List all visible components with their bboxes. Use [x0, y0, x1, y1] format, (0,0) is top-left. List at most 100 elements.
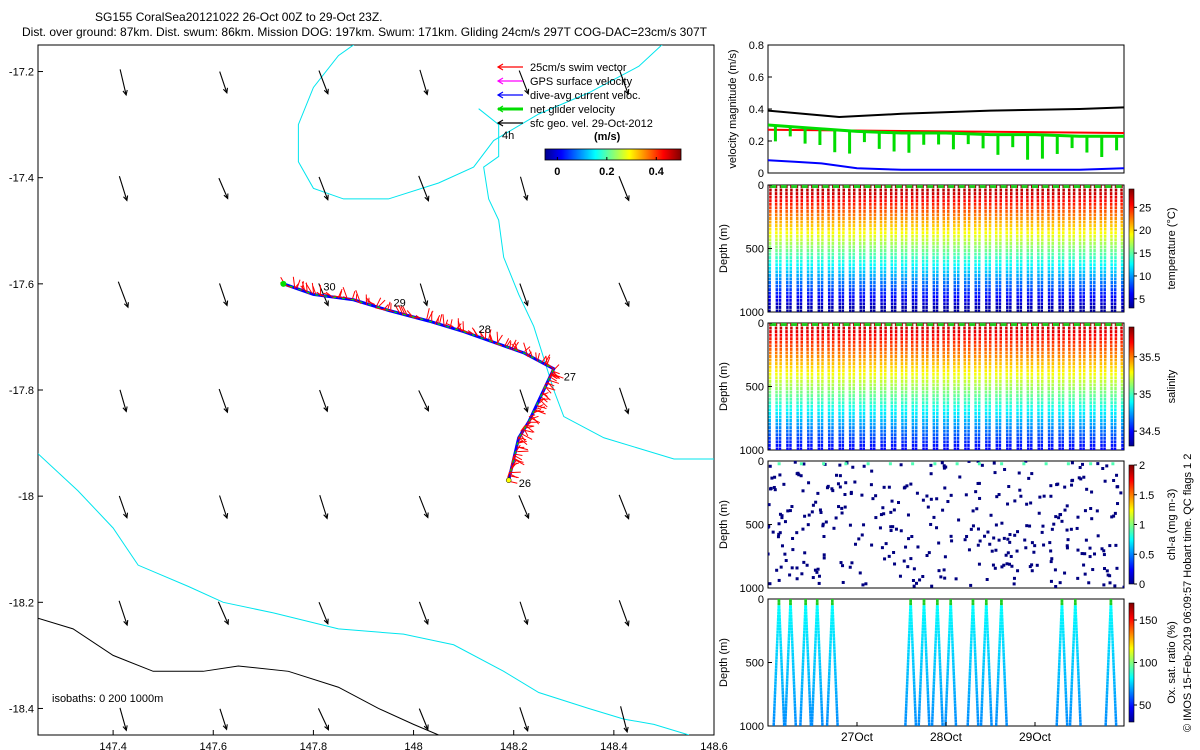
section-point — [1051, 362, 1055, 366]
section-point — [883, 419, 887, 423]
section-point — [821, 369, 824, 373]
section-point — [848, 252, 852, 256]
section-point — [848, 429, 852, 433]
section-point — [1068, 202, 1071, 206]
section-point — [1114, 252, 1117, 256]
section-point — [953, 362, 956, 366]
section-point — [911, 415, 915, 419]
section-point — [1058, 401, 1061, 405]
section-point — [946, 390, 950, 394]
section-surface-point — [885, 185, 892, 188]
section-point — [905, 365, 908, 369]
section-point — [779, 369, 782, 373]
section-point — [1121, 298, 1124, 302]
section-point — [821, 333, 825, 337]
section-point — [1072, 249, 1075, 253]
section-point — [789, 309, 792, 312]
section-point — [977, 270, 981, 274]
section-point — [1114, 234, 1117, 238]
section-point — [842, 231, 845, 235]
section-point — [1057, 192, 1060, 196]
section-point — [1009, 209, 1013, 213]
section-point — [1019, 273, 1023, 277]
section-point — [806, 192, 809, 196]
section-point — [967, 415, 970, 419]
section-point — [1016, 295, 1019, 299]
section-point — [967, 302, 970, 306]
section-point — [1040, 252, 1044, 256]
section-surface-point — [1084, 185, 1091, 188]
swim-vector-arrow — [517, 450, 529, 453]
section-point — [1040, 291, 1044, 295]
section-point — [900, 376, 904, 380]
section-point — [952, 209, 956, 213]
section-point — [1093, 241, 1096, 245]
section-point — [1026, 263, 1030, 267]
section-point — [1036, 245, 1040, 249]
section-point — [973, 217, 977, 221]
section-point — [769, 206, 772, 210]
section-point — [796, 231, 799, 235]
section-point — [785, 340, 788, 344]
section-point — [1037, 436, 1040, 440]
section-point — [842, 234, 845, 238]
section-point — [1030, 383, 1034, 387]
section-point — [994, 358, 998, 362]
section-point — [838, 284, 841, 288]
section-point — [1110, 213, 1113, 217]
section-point — [910, 340, 914, 344]
section-point — [974, 234, 977, 238]
section-point — [1047, 288, 1051, 292]
section-point — [942, 365, 946, 369]
section-point — [1089, 284, 1093, 288]
section-point — [831, 369, 835, 373]
section-surface-point — [854, 185, 860, 188]
section-point — [1047, 383, 1050, 387]
section-point — [974, 422, 977, 426]
section-point — [978, 227, 981, 231]
section-point — [884, 224, 887, 228]
section-point — [914, 302, 918, 306]
section-surface-point — [990, 185, 997, 188]
section-point — [831, 383, 835, 387]
section-point — [1051, 284, 1054, 288]
section-point — [963, 411, 967, 415]
section-point — [1047, 277, 1051, 281]
section-point — [932, 401, 935, 405]
section-point — [883, 408, 887, 412]
section-point — [904, 245, 908, 249]
section-point — [879, 245, 883, 249]
section-point — [1005, 347, 1008, 351]
section-point — [827, 355, 830, 359]
section-point — [1026, 259, 1030, 263]
section-point — [1089, 259, 1092, 263]
section-point — [869, 241, 872, 245]
section-point — [900, 192, 903, 196]
section-point — [956, 309, 960, 312]
section-point — [778, 295, 782, 299]
section-point — [994, 355, 998, 359]
section-point — [967, 422, 970, 426]
section-point — [800, 379, 803, 383]
section-point — [796, 249, 799, 253]
section-y-tick-label: 500 — [746, 244, 764, 256]
surface-velocity-arrowhead — [624, 513, 630, 520]
section-point — [806, 383, 810, 387]
section-point — [956, 298, 960, 302]
section-colorbar-tick-label: 20 — [1139, 225, 1151, 237]
section-point — [863, 344, 866, 348]
section-point — [974, 252, 977, 256]
section-point — [796, 397, 799, 401]
section-point — [879, 217, 883, 221]
section-point — [921, 217, 925, 221]
section-point — [796, 440, 800, 444]
section-point — [838, 401, 841, 405]
section-point — [932, 288, 936, 292]
section-point — [936, 344, 940, 348]
section-point — [932, 429, 936, 433]
section-point — [1120, 202, 1123, 206]
section-point — [890, 408, 894, 412]
section-point — [1026, 245, 1030, 249]
section-point — [1057, 337, 1061, 341]
section-point — [936, 383, 939, 387]
